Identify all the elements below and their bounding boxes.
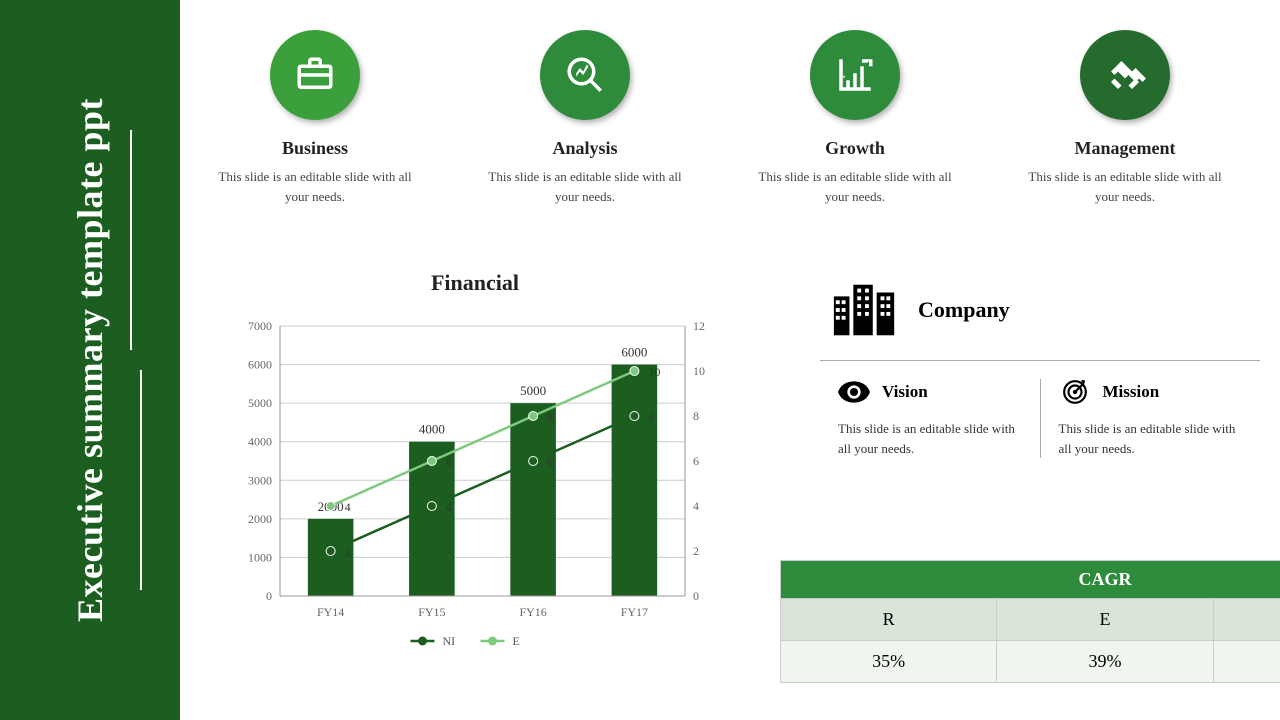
svg-text:0: 0 xyxy=(266,589,272,603)
svg-text:4: 4 xyxy=(693,499,699,513)
icon-title: Business xyxy=(195,138,435,159)
financial-chart: Financial 0 1000 2000 3000 4000 5000 6000 7000 0… xyxy=(225,270,725,670)
svg-text:FY14: FY14 xyxy=(317,605,344,619)
handshake-icon xyxy=(1080,30,1170,120)
icon-title: Growth xyxy=(735,138,975,159)
icon-desc: This slide is an editable slide with all… xyxy=(1005,167,1245,206)
company-header: Company xyxy=(820,280,1260,340)
svg-text:10: 10 xyxy=(648,365,660,379)
icon-desc: This slide is an editable slide with all… xyxy=(465,167,705,206)
svg-text:2000: 2000 xyxy=(248,512,272,526)
mission-title: Mission xyxy=(1103,382,1160,402)
svg-text:4000: 4000 xyxy=(248,435,272,449)
svg-text:E: E xyxy=(513,634,520,648)
svg-text:2: 2 xyxy=(345,545,351,559)
vision-title: Vision xyxy=(882,382,928,402)
icon-item-growth: Growth This slide is an editable slide w… xyxy=(735,30,975,206)
svg-text:NI: NI xyxy=(443,634,456,648)
company-panel: Company Vision This slide is an editable… xyxy=(820,280,1260,458)
svg-text:8: 8 xyxy=(547,410,553,424)
svg-text:6000: 6000 xyxy=(248,358,272,372)
svg-text:FY16: FY16 xyxy=(519,605,546,619)
chart-svg: 0100020003000400050006000700002468101220… xyxy=(225,306,725,666)
svg-text:0: 0 xyxy=(693,589,699,603)
decor-line xyxy=(140,370,142,590)
sidebar: Executive summary template ppt xyxy=(0,0,180,720)
svg-text:8: 8 xyxy=(648,410,654,424)
icon-desc: This slide is an editable slide with all… xyxy=(195,167,435,206)
svg-text:6: 6 xyxy=(693,454,699,468)
eye-icon xyxy=(838,379,870,405)
mission-col: Mission This slide is an editable slide … xyxy=(1041,379,1261,458)
icon-item-analysis: Analysis This slide is an editable slide… xyxy=(465,30,705,206)
page-title: Executive summary template ppt xyxy=(69,98,111,622)
chart-up-icon xyxy=(810,30,900,120)
company-title: Company xyxy=(918,297,1010,323)
svg-text:2: 2 xyxy=(693,544,699,558)
svg-text:FY17: FY17 xyxy=(621,605,648,619)
icon-item-management: Management This slide is an editable sli… xyxy=(1005,30,1245,206)
briefcase-icon xyxy=(270,30,360,120)
icon-item-business: Business This slide is an editable slide… xyxy=(195,30,435,206)
icon-desc: This slide is an editable slide with all… xyxy=(735,167,975,206)
svg-text:4000: 4000 xyxy=(419,422,445,437)
svg-text:8: 8 xyxy=(693,409,699,423)
svg-text:12: 12 xyxy=(693,319,705,333)
icon-title: Analysis xyxy=(465,138,705,159)
cagr-header: CAGR xyxy=(781,561,1280,599)
chart-title: Financial xyxy=(225,270,725,296)
cagr-table: CAGR R E NI 35% 39% 78% xyxy=(780,560,1280,683)
mission-desc: This slide is an editable slide with all… xyxy=(1059,419,1243,458)
svg-text:5000: 5000 xyxy=(248,396,272,410)
svg-text:7000: 7000 xyxy=(248,319,272,333)
target-icon xyxy=(1059,379,1091,405)
main-content: Business This slide is an editable slide… xyxy=(180,0,1280,720)
icon-row: Business This slide is an editable slide… xyxy=(180,30,1260,206)
svg-text:1000: 1000 xyxy=(248,550,272,564)
svg-text:4: 4 xyxy=(446,500,452,514)
svg-text:6: 6 xyxy=(547,455,553,469)
svg-text:FY15: FY15 xyxy=(418,605,445,619)
icon-title: Management xyxy=(1005,138,1245,159)
vision-desc: This slide is an editable slide with all… xyxy=(838,419,1022,458)
svg-text:3000: 3000 xyxy=(248,473,272,487)
svg-text:5000: 5000 xyxy=(520,383,546,398)
svg-text:4: 4 xyxy=(345,500,351,514)
vision-mission-grid: Vision This slide is an editable slide w… xyxy=(820,360,1260,458)
decor-line xyxy=(130,130,132,350)
cagr-col-label: E xyxy=(997,599,1213,641)
cagr-col-label: R xyxy=(781,599,997,641)
cagr-value: 35% xyxy=(781,641,997,683)
svg-text:6: 6 xyxy=(446,455,452,469)
svg-text:6000: 6000 xyxy=(621,345,647,360)
cagr-col-label: NI xyxy=(1213,599,1280,641)
cagr-value: 39% xyxy=(997,641,1213,683)
magnifier-icon xyxy=(540,30,630,120)
vision-col: Vision This slide is an editable slide w… xyxy=(820,379,1041,458)
buildings-icon xyxy=(830,280,900,340)
cagr-value: 78% xyxy=(1213,641,1280,683)
svg-text:10: 10 xyxy=(693,364,705,378)
